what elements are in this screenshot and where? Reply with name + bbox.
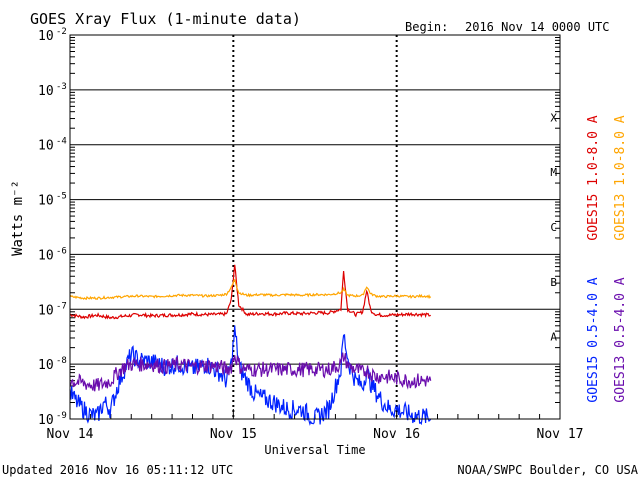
- legend-entry: GOES15 0.5-4.0 A: [586, 277, 601, 402]
- y-axis-label: Watts m⁻²: [10, 180, 26, 256]
- y-tick-label: 10 -4: [38, 137, 67, 154]
- y-tick-label: 10 -7: [38, 301, 67, 318]
- x-tick-label: Nov 14: [47, 427, 94, 442]
- series-line-3: [69, 352, 432, 392]
- y-tick-base: 10: [38, 303, 54, 318]
- flare-class-label: C: [550, 221, 557, 234]
- y-tick-label: 10 -9: [38, 411, 67, 428]
- chart-title: GOES Xray Flux (1-minute data): [30, 10, 301, 28]
- y-tick-label: 10 -8: [38, 356, 67, 373]
- x-axis-label: Universal Time: [264, 443, 365, 457]
- y-tick-labels: 10-910-810-710-610-510-410-310-2: [38, 27, 67, 428]
- y-tick-base: 10: [38, 358, 54, 373]
- x-tick-label: Nov 16: [373, 427, 420, 442]
- begin-label: Begin:: [405, 20, 448, 34]
- y-tick-exp: -2: [56, 27, 67, 37]
- x-tick-label: Nov 15: [210, 427, 257, 442]
- legend: GOES15 1.0-8.0 A GOES13 1.0-8.0 A GOES15 0…: [586, 115, 628, 402]
- y-tick-exp: -3: [56, 82, 67, 92]
- flare-class-label: X: [550, 111, 557, 124]
- legend-entry: GOES13 0.5-4.0 A: [613, 277, 628, 402]
- y-tick-base: 10: [38, 248, 54, 263]
- series-layer: [69, 264, 432, 426]
- flare-class-label: M: [550, 166, 557, 179]
- legend-entry: GOES15 1.0-8.0 A: [586, 115, 601, 240]
- y-tick-base: 10: [38, 29, 54, 44]
- y-tick-exp: -4: [56, 137, 67, 147]
- y-tick-base: 10: [38, 413, 54, 428]
- y-tick-base: 10: [38, 194, 54, 209]
- y-tick-label: 10 -2: [38, 27, 67, 44]
- y-tick-exp: -6: [56, 246, 67, 256]
- legend-entry: GOES13 1.0-8.0 A: [613, 115, 628, 240]
- flare-class-label: A: [550, 331, 557, 344]
- y-tick-label: 10 -6: [38, 246, 67, 263]
- y-tick-exp: -8: [56, 356, 67, 366]
- credit-text: NOAA/SWPC Boulder, CO USA: [457, 463, 638, 477]
- grid-layer: [69, 35, 561, 419]
- x-tick-label: Nov 17: [537, 427, 584, 442]
- y-tick-base: 10: [38, 139, 54, 154]
- flare-class-label: B: [550, 276, 557, 289]
- flare-class-labels: A B C M X: [550, 111, 557, 343]
- begin-value: 2016 Nov 14 0000 UTC: [465, 20, 610, 34]
- updated-text: Updated 2016 Nov 16 05:11:12 UTC: [2, 463, 233, 477]
- series-line-0: [70, 264, 432, 320]
- series-line-2: [69, 325, 432, 426]
- y-tick-exp: -7: [56, 301, 67, 311]
- y-tick-exp: -5: [56, 192, 67, 202]
- x-tick-labels: Nov 14 Nov 15 Nov 16 Nov 17: [47, 427, 584, 442]
- y-tick-base: 10: [38, 84, 54, 99]
- plot-frame: [69, 34, 561, 420]
- y-tick-label: 10 -3: [38, 82, 67, 99]
- y-tick-label: 10 -5: [38, 192, 67, 209]
- series-line-1: [69, 278, 432, 301]
- y-tick-exp: -9: [56, 411, 67, 421]
